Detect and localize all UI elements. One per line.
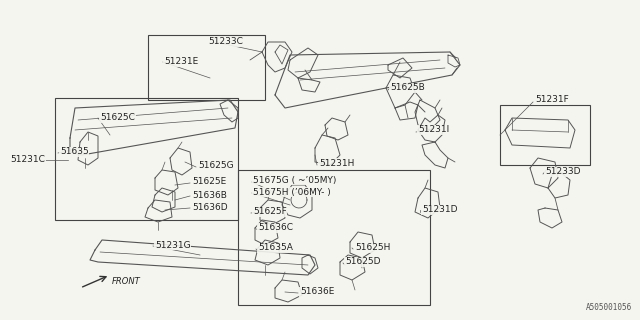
Text: 51233D: 51233D (545, 167, 580, 177)
Bar (238, 170, 430, 305)
Text: 51231D: 51231D (422, 205, 458, 214)
Text: 51636C: 51636C (258, 223, 293, 233)
Text: 51231E: 51231E (164, 58, 198, 67)
Text: 51231H: 51231H (319, 158, 355, 167)
Text: 51636B: 51636B (192, 190, 227, 199)
Text: A505001056: A505001056 (586, 303, 632, 312)
Bar (500, 105, 590, 165)
Text: 51231G: 51231G (155, 241, 191, 250)
Text: 51625F: 51625F (253, 207, 287, 217)
Text: 51636D: 51636D (192, 203, 228, 212)
Text: 51635: 51635 (60, 148, 89, 156)
Text: 51636E: 51636E (300, 287, 334, 297)
Text: 51231C: 51231C (10, 156, 45, 164)
Text: FRONT: FRONT (112, 277, 141, 286)
Text: 51635A: 51635A (258, 244, 293, 252)
Text: 51625E: 51625E (192, 178, 227, 187)
Text: 51231I: 51231I (418, 125, 449, 134)
Bar (148, 35, 265, 100)
Text: 51675H (’06MY- ): 51675H (’06MY- ) (253, 188, 331, 196)
Text: 51625H: 51625H (355, 244, 390, 252)
Bar (55, 98, 238, 220)
Text: 51231F: 51231F (535, 95, 569, 105)
Text: 51233C: 51233C (208, 37, 243, 46)
Text: 51625G: 51625G (198, 161, 234, 170)
Text: 51625D: 51625D (345, 258, 381, 267)
Text: 51625C: 51625C (100, 114, 135, 123)
Text: 51675G ( ~’05MY): 51675G ( ~’05MY) (253, 175, 337, 185)
Text: 51625B: 51625B (390, 84, 425, 92)
